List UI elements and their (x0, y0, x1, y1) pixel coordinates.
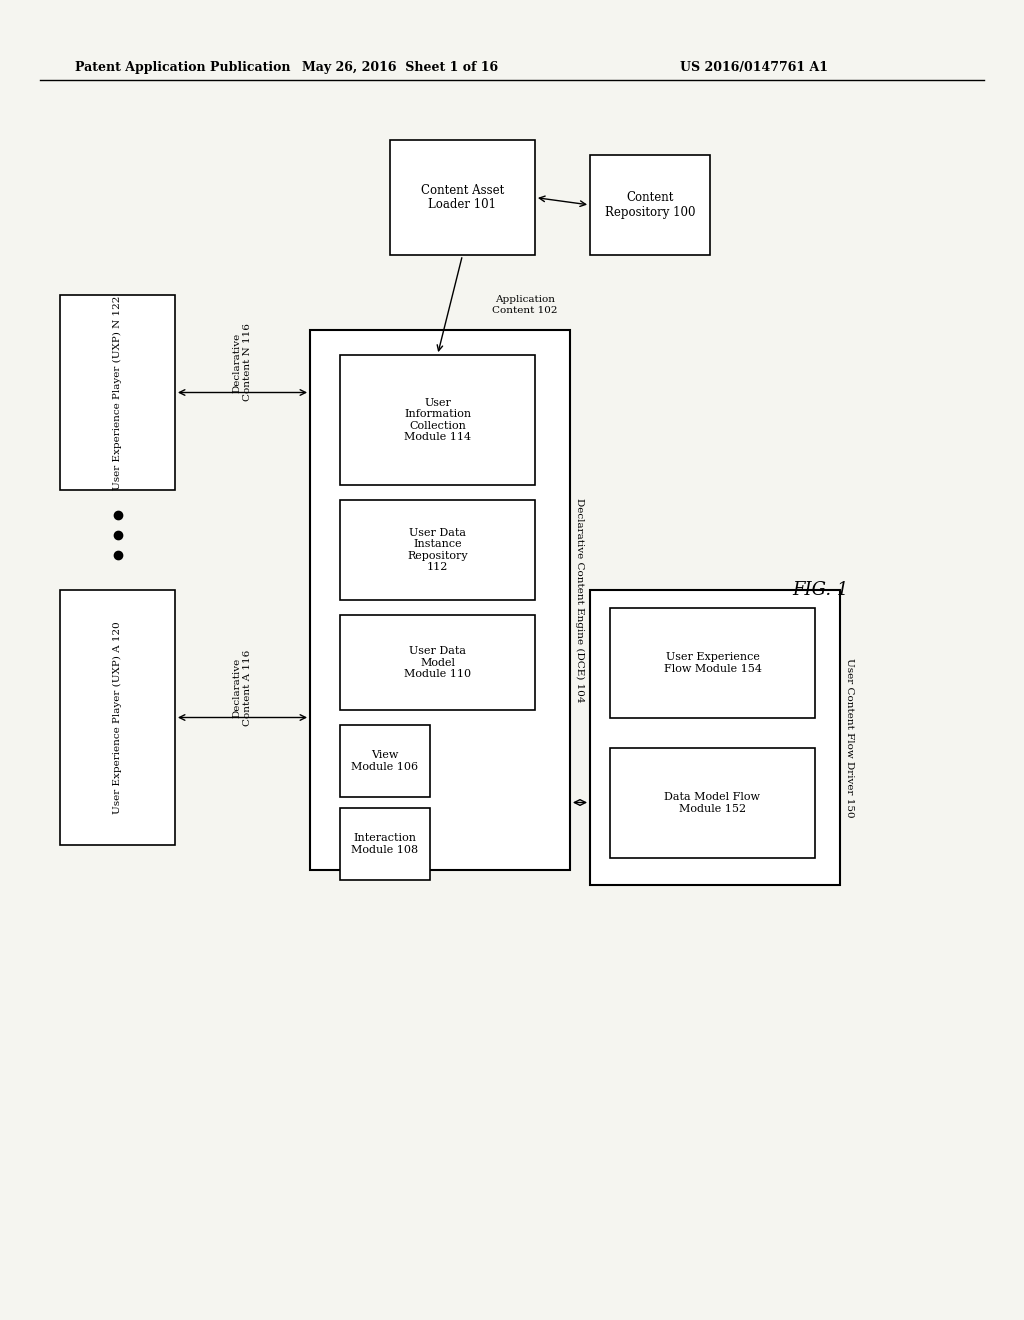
Text: Declarative
Content A 116: Declarative Content A 116 (232, 649, 252, 726)
Bar (590, 590, 840, 884)
Bar (610, 609, 815, 718)
Bar (340, 808, 430, 880)
Bar (310, 330, 570, 870)
Bar (340, 725, 430, 797)
Bar (340, 500, 535, 601)
Bar (340, 615, 535, 710)
Text: User
Information
Collection
Module 114: User Information Collection Module 114 (403, 397, 471, 442)
Text: User Experience Player (UXP) A 120: User Experience Player (UXP) A 120 (113, 622, 122, 814)
Text: User Experience
Flow Module 154: User Experience Flow Module 154 (664, 652, 762, 673)
Text: View
Module 106: View Module 106 (351, 750, 419, 772)
Text: May 26, 2016  Sheet 1 of 16: May 26, 2016 Sheet 1 of 16 (302, 62, 498, 74)
Text: Content
Repository 100: Content Repository 100 (605, 191, 695, 219)
Text: Declarative
Content N 116: Declarative Content N 116 (232, 323, 252, 401)
Bar (610, 748, 815, 858)
Text: User Data
Instance
Repository
112: User Data Instance Repository 112 (408, 528, 468, 573)
Text: Interaction
Module 108: Interaction Module 108 (351, 833, 419, 855)
Text: Application
Content 102: Application Content 102 (493, 296, 558, 314)
Text: User Data
Model
Module 110: User Data Model Module 110 (403, 645, 471, 678)
Text: User Experience Player (UXP) N 122: User Experience Player (UXP) N 122 (113, 296, 122, 490)
Text: Patent Application Publication: Patent Application Publication (75, 62, 291, 74)
Text: Declarative Content Engine (DCE) 104: Declarative Content Engine (DCE) 104 (575, 498, 584, 702)
Bar (340, 355, 535, 484)
Text: User Content Flow Driver 150: User Content Flow Driver 150 (845, 657, 854, 817)
Text: US 2016/0147761 A1: US 2016/0147761 A1 (680, 62, 828, 74)
Text: FIG. 1: FIG. 1 (792, 581, 848, 599)
Bar (590, 154, 710, 255)
Bar (390, 140, 535, 255)
Text: Data Model Flow
Module 152: Data Model Flow Module 152 (665, 792, 761, 814)
Text: Content Asset
Loader 101: Content Asset Loader 101 (421, 183, 504, 211)
Bar (60, 294, 175, 490)
Bar (60, 590, 175, 845)
